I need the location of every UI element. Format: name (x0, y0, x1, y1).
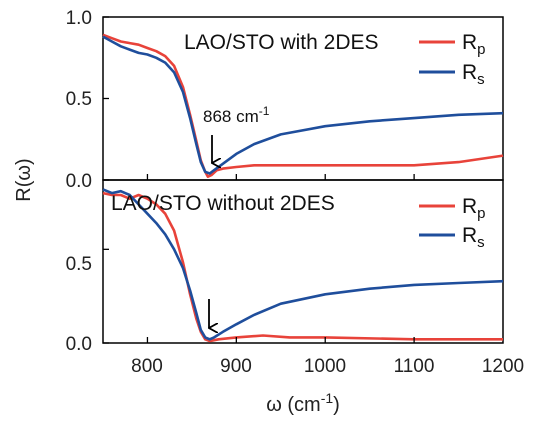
y-tick-label: 0.5 (66, 254, 92, 275)
series-line-rp (102, 33, 504, 178)
y-tick-label: 0.0 (66, 171, 92, 192)
legend-label-rs-sub: s (477, 71, 485, 88)
legend-label-rs-sub: s (477, 234, 485, 251)
legend-label-rs: Rs (462, 61, 485, 88)
legend-label-rp-main: R (462, 31, 477, 54)
series-layer (102, 33, 504, 343)
resonance-label: 868 cm-1 (203, 104, 270, 126)
bottom-panel-frame (102, 179, 504, 344)
legend-label-rs-main: R (462, 224, 477, 247)
y-axis-label: R(ω) (13, 158, 35, 201)
series-line-rs (102, 35, 504, 175)
x-tick-label: 900 (220, 356, 252, 377)
legend-label-rp-main: R (462, 195, 477, 218)
x-tick-label: 1200 (482, 356, 524, 377)
series-line-rs (102, 188, 504, 341)
x-axis-label: ω (cm-1) (266, 390, 340, 416)
x-axis-label-tail: ) (333, 394, 340, 416)
resonance-label-sup: -1 (259, 104, 270, 118)
y-tick-label: 1.0 (66, 8, 92, 29)
top-panel-annotation: LAO/STO with 2DES (184, 31, 379, 54)
x-tick-label: 800 (131, 356, 163, 377)
x-axis-label-main: ω (cm (266, 394, 321, 416)
y-tick-label: 0.5 (66, 89, 92, 110)
legend-label-rp-sub: p (477, 41, 485, 58)
y-tick-label: 0.0 (66, 334, 92, 355)
bottom-panel-annotation: LAO/STO without 2DES (111, 192, 335, 215)
x-tick-label: 1100 (394, 356, 435, 377)
tick-layer (103, 16, 415, 344)
legend-label-rp: Rp (462, 31, 486, 58)
legend-label-rs-main: R (462, 61, 477, 84)
legend-label-rs: Rs (462, 224, 485, 251)
legend-label-rp-sub: p (477, 205, 485, 222)
x-tick-label: 1000 (304, 356, 346, 377)
series-line-rp (102, 191, 503, 343)
legend-label-rp: Rp (462, 195, 486, 222)
resonance-label-main: 868 cm (203, 107, 259, 126)
x-axis-label-sup: -1 (321, 390, 334, 406)
